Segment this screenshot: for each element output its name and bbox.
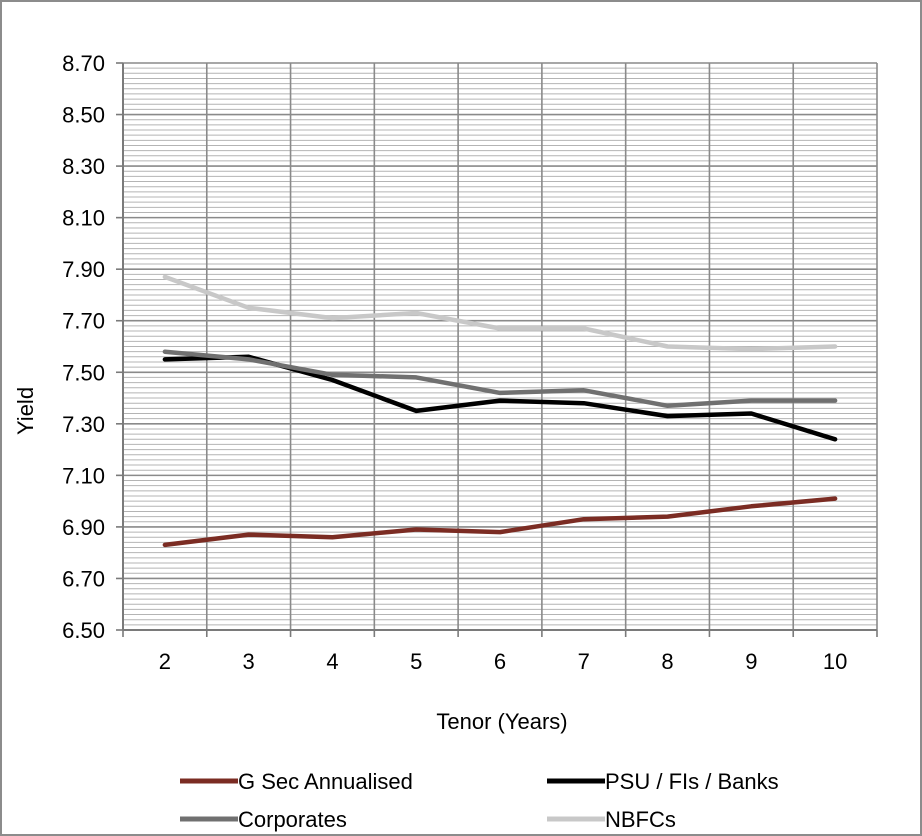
x-tick-label: 9 xyxy=(745,649,757,674)
y-tick-label: 7.10 xyxy=(62,463,105,488)
y-tick-label: 8.70 xyxy=(62,51,105,76)
y-tick-label: 6.90 xyxy=(62,515,105,540)
series-lines xyxy=(162,274,838,548)
axes xyxy=(116,62,878,637)
x-tick-label: 6 xyxy=(494,649,506,674)
y-tick-label: 8.30 xyxy=(62,154,105,179)
series-line-corporates xyxy=(162,349,838,409)
x-axis-title: Tenor (Years) xyxy=(436,709,567,734)
y-tick-label: 7.90 xyxy=(62,257,105,282)
y-tick-label: 6.50 xyxy=(62,618,105,643)
x-tick-label: 7 xyxy=(578,649,590,674)
legend-label: Corporates xyxy=(238,807,347,832)
y-tick-label: 8.50 xyxy=(62,103,105,128)
legend-label: NBFCs xyxy=(605,807,676,832)
legend-label: G Sec Annualised xyxy=(238,769,413,794)
legend: G Sec Annualised PSU / FIs / Banks Corpora… xyxy=(180,769,779,832)
x-tick-label: 10 xyxy=(823,649,847,674)
x-tick-label: 4 xyxy=(326,649,338,674)
y-tick-label: 8.10 xyxy=(62,206,105,231)
legend-label: PSU / FIs / Banks xyxy=(605,769,779,794)
y-tick-label: 7.30 xyxy=(62,412,105,437)
y-tick-labels: 6.50 6.70 6.90 7.10 7.30 7.50 7.70 7.90 8.10 8.30… xyxy=(62,51,105,643)
series-line-g-sec-annualised xyxy=(162,496,838,548)
series-line-nbfcs xyxy=(162,274,838,352)
x-tick-labels: 2 3 4 5 6 7 8 9 10 xyxy=(159,649,848,674)
x-tick-label: 2 xyxy=(159,649,171,674)
x-tick-label: 3 xyxy=(243,649,255,674)
x-tick-label: 8 xyxy=(661,649,673,674)
y-tick-label: 7.70 xyxy=(62,309,105,334)
y-tick-label: 7.50 xyxy=(62,360,105,385)
x-tick-label: 5 xyxy=(410,649,422,674)
y-axis-title: Yield xyxy=(13,387,38,435)
y-tick-label: 6.70 xyxy=(62,566,105,591)
